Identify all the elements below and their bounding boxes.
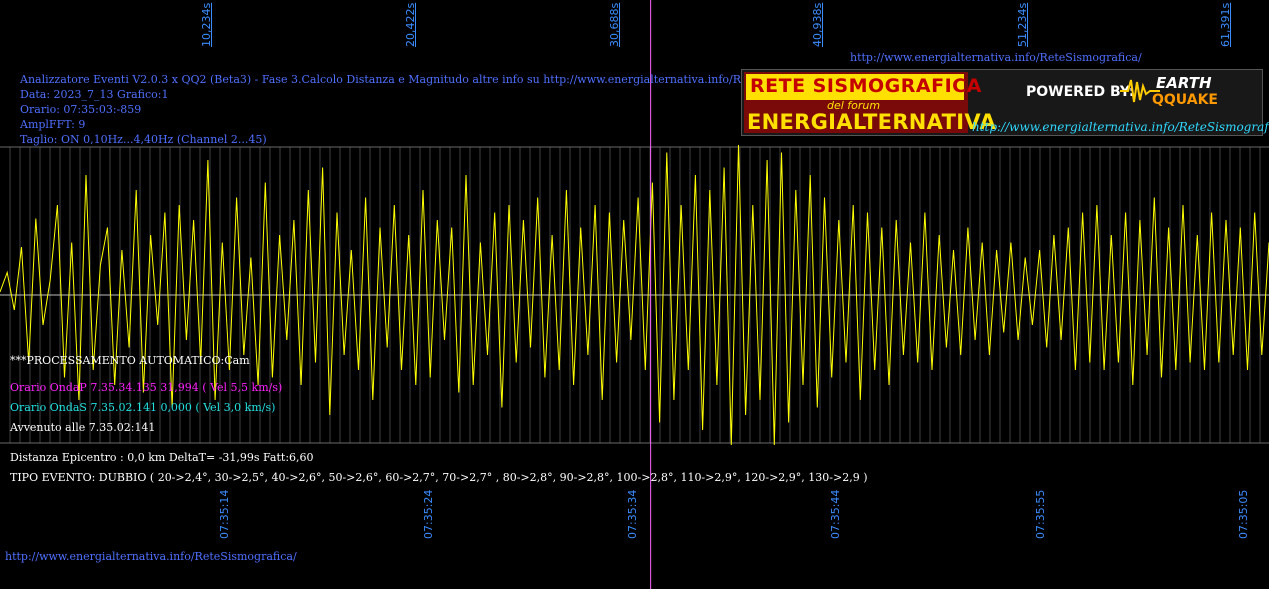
logo-qquake: QQUAKE bbox=[1152, 92, 1218, 108]
bottom-tick: 07:35:05 bbox=[1237, 489, 1250, 539]
tipo-evento-label: TIPO EVENTO: DUBBIO ( 20->2,4°, 30->2,5°… bbox=[10, 471, 868, 484]
top-tick: 10,234s bbox=[200, 2, 213, 47]
onda-s-label: Orario OndaS 7.35.02.141 0,000 ( Vel 3,0… bbox=[10, 401, 276, 414]
logo-title: RETE SISMOGRAFICA bbox=[750, 75, 982, 97]
distanza-label: Distanza Epicentro : 0,0 km DeltaT= -31,… bbox=[10, 451, 314, 464]
seismograph-wave-icon bbox=[1120, 79, 1160, 103]
bottom-tick: 07:35:34 bbox=[626, 489, 639, 539]
bottom-tick: 07:35:24 bbox=[422, 489, 435, 539]
processing-label: ***PROCESSAMENTO AUTOMATICO:Cam bbox=[10, 354, 250, 367]
logo-forum: del forum bbox=[827, 99, 881, 112]
top-url-link[interactable]: http://www.energialternativa.info/ReteSi… bbox=[850, 51, 1142, 64]
bottom-tick: 07:35:14 bbox=[218, 489, 231, 539]
header-date: Data: 2023_7_13 Grafico:1 bbox=[20, 88, 169, 101]
bottom-tick: 07:35:55 bbox=[1034, 489, 1047, 539]
top-tick: 40,938s bbox=[811, 2, 824, 47]
bottom-tick: 07:35:44 bbox=[829, 489, 842, 539]
onda-p-label: Orario OndaP 7.35.34.135 31,994 ( Vel 5,… bbox=[10, 381, 283, 394]
header-time: Orario: 07:35:03:-859 bbox=[20, 103, 142, 116]
logo-url-link[interactable]: http://www.energialternativa.info/ReteSi… bbox=[972, 120, 1269, 134]
top-tick: 20,422s bbox=[404, 2, 417, 47]
bottom-url-link[interactable]: http://www.energialternativa.info/ReteSi… bbox=[5, 550, 297, 563]
header-ampl: AmplFFT: 9 bbox=[20, 118, 86, 131]
logo-name: ENERGIALTERNATIVA bbox=[747, 110, 996, 134]
header-title: Analizzatore Eventi V2.0.3 x QQ2 (Beta3)… bbox=[20, 73, 786, 86]
logo-powered-by: POWERED BY: bbox=[1026, 84, 1135, 100]
logo-title-bar bbox=[746, 74, 964, 100]
top-tick: 30,688s bbox=[608, 2, 621, 47]
rete-sismografica-logo: RETE SISMOGRAFICA del forum ENERGIALTERN… bbox=[741, 69, 1269, 136]
avvenuto-label: Avvenuto alle 7.35.02:141 bbox=[10, 421, 156, 434]
top-tick: 61,391s bbox=[1219, 2, 1232, 47]
seismic-trace bbox=[0, 144, 1269, 446]
logo-earth: EARTH bbox=[1156, 74, 1212, 92]
header-filter: Taglio: ON 0,10Hz...4,40Hz (Channel 2...… bbox=[20, 133, 267, 146]
